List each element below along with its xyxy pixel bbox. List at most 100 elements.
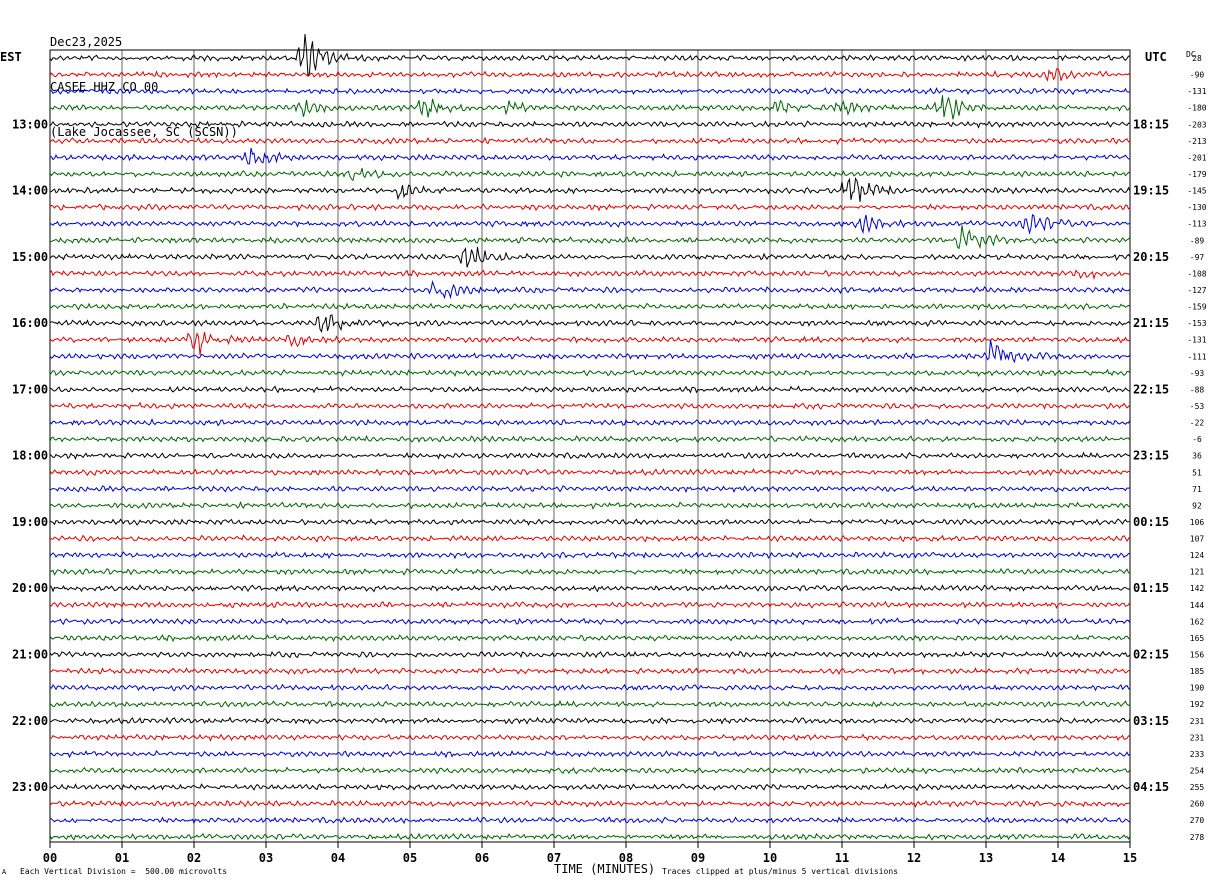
x-tick-label: 04 [331, 851, 345, 865]
seismic-trace [49, 799, 1131, 808]
scale-note: Each Vertical Division = 500.00 microvol… [20, 867, 228, 876]
dc-offset-label: 165 [1190, 634, 1205, 643]
x-tick-label: 01 [115, 851, 129, 865]
dc-offset-label: 92 [1192, 501, 1202, 510]
plot-frame [49, 49, 1131, 843]
x-tick-label: 08 [619, 851, 633, 865]
seismic-trace [49, 368, 1131, 378]
dc-offset-label: 231 [1190, 717, 1205, 726]
seismic-trace [49, 167, 1131, 182]
seismic-trace [49, 485, 1131, 494]
seismic-trace [49, 385, 1131, 394]
seismic-trace [49, 534, 1131, 543]
seismic-trace [49, 451, 1131, 460]
logo-mark: A [2, 868, 7, 876]
dc-offset-label: -180 [1187, 104, 1206, 113]
x-tick-label: 02 [187, 851, 201, 865]
dc-offset-label: 144 [1190, 601, 1205, 610]
left-hour-label: 13:00 [12, 117, 48, 131]
dc-offset-label: 278 [1190, 833, 1205, 842]
dc-offset-label: -213 [1187, 137, 1206, 146]
right-hour-label: 03:15 [1133, 714, 1169, 728]
plot-header: Dec23,2025 CASEE HHZ CO 00 (Lake Jocasse… [50, 5, 238, 155]
seismic-trace [49, 147, 1131, 165]
right-hour-label: 23:15 [1133, 449, 1169, 463]
left-hour-label: 23:00 [12, 780, 48, 794]
dc-offset-label: 231 [1190, 733, 1205, 742]
dc-offset-label: -93 [1190, 369, 1205, 378]
seismic-trace [49, 683, 1131, 692]
dc-offset-label: -201 [1187, 153, 1206, 162]
seismic-trace [49, 699, 1131, 709]
x-tick-label: 14 [1051, 851, 1065, 865]
seismic-trace [49, 551, 1130, 560]
x-tick-label: 06 [475, 851, 489, 865]
seismic-trace [49, 500, 1131, 510]
seismic-trace [49, 667, 1131, 676]
x-axis-title: TIME (MINUTES) [554, 862, 656, 876]
dc-offset-label: 107 [1190, 535, 1205, 544]
left-hour-label: 20:00 [12, 581, 48, 595]
x-tick-label: 09 [691, 851, 705, 865]
seismic-trace [49, 567, 1130, 576]
dc-offset-label: 162 [1190, 617, 1205, 626]
seismic-trace [49, 34, 1131, 77]
dc-header-label: DC [1186, 50, 1196, 59]
seismic-trace [49, 816, 1131, 825]
left-hour-label: 17:00 [12, 382, 48, 396]
seismic-trace [49, 468, 1131, 477]
dc-offset-label: -127 [1187, 286, 1206, 295]
dc-offset-label: -159 [1187, 303, 1206, 312]
seismic-trace [49, 617, 1131, 626]
dc-offset-label: -22 [1190, 419, 1205, 428]
label-group: 00 01 02 03 04 05 06 07 08 09 10 11 12 13 14 15 28 -90 -13… [12, 54, 1207, 865]
dc-offset-label: -203 [1187, 120, 1206, 129]
dc-offset-label: -88 [1190, 385, 1205, 394]
right-hour-label: 18:15 [1133, 117, 1169, 131]
dc-offset-label: 124 [1190, 551, 1205, 560]
seismic-trace [49, 650, 1131, 659]
dc-offset-label: -153 [1187, 319, 1206, 328]
left-hour-label: 22:00 [12, 714, 48, 728]
seismic-trace [49, 87, 1131, 96]
dc-offset-label: 192 [1190, 700, 1205, 709]
seismic-trace [49, 783, 1131, 792]
x-tick-label: 13 [979, 851, 993, 865]
location-label: (Lake Jocassee, SC (SCSN)) [50, 125, 238, 139]
dc-offset-label: -89 [1190, 236, 1205, 245]
seismic-trace [49, 749, 1131, 759]
dc-offset-label: 28 [1192, 54, 1202, 63]
dc-offset-label: -131 [1187, 336, 1206, 345]
dc-offset-label: 156 [1190, 651, 1205, 660]
dc-offset-label: 185 [1190, 667, 1205, 676]
right-hour-label: 21:15 [1133, 316, 1169, 330]
dc-offset-label: -53 [1190, 402, 1205, 411]
seismic-trace [49, 339, 1131, 364]
left-timezone-label: EST [0, 50, 22, 64]
right-hour-label: 20:15 [1133, 250, 1169, 264]
left-hour-label: 21:00 [12, 648, 48, 662]
right-hour-label: 02:15 [1133, 648, 1169, 662]
dc-offset-label: 36 [1192, 452, 1202, 461]
dc-offset-label: -131 [1187, 87, 1206, 96]
seismic-trace [49, 247, 1131, 268]
seismic-trace [49, 716, 1131, 725]
seismic-trace [49, 120, 1131, 129]
dc-offset-label: 106 [1190, 518, 1205, 527]
seismic-trace [49, 401, 1131, 410]
dc-offset-label: 255 [1190, 783, 1205, 792]
x-tick-label: 07 [547, 851, 561, 865]
seismic-trace [49, 331, 1131, 356]
seismic-trace [49, 314, 1131, 333]
dc-offset-label: -97 [1190, 253, 1205, 262]
dc-offset-label: -111 [1187, 352, 1206, 361]
dc-offset-label: 51 [1192, 468, 1202, 477]
date-label: Dec23,2025 [50, 35, 123, 49]
left-hour-label: 16:00 [12, 316, 48, 330]
seismic-trace [49, 584, 1131, 593]
dc-offset-label: -145 [1187, 187, 1206, 196]
dc-offset-label: -90 [1190, 71, 1205, 80]
left-hour-label: 15:00 [12, 250, 48, 264]
right-hour-label: 04:15 [1133, 780, 1169, 794]
